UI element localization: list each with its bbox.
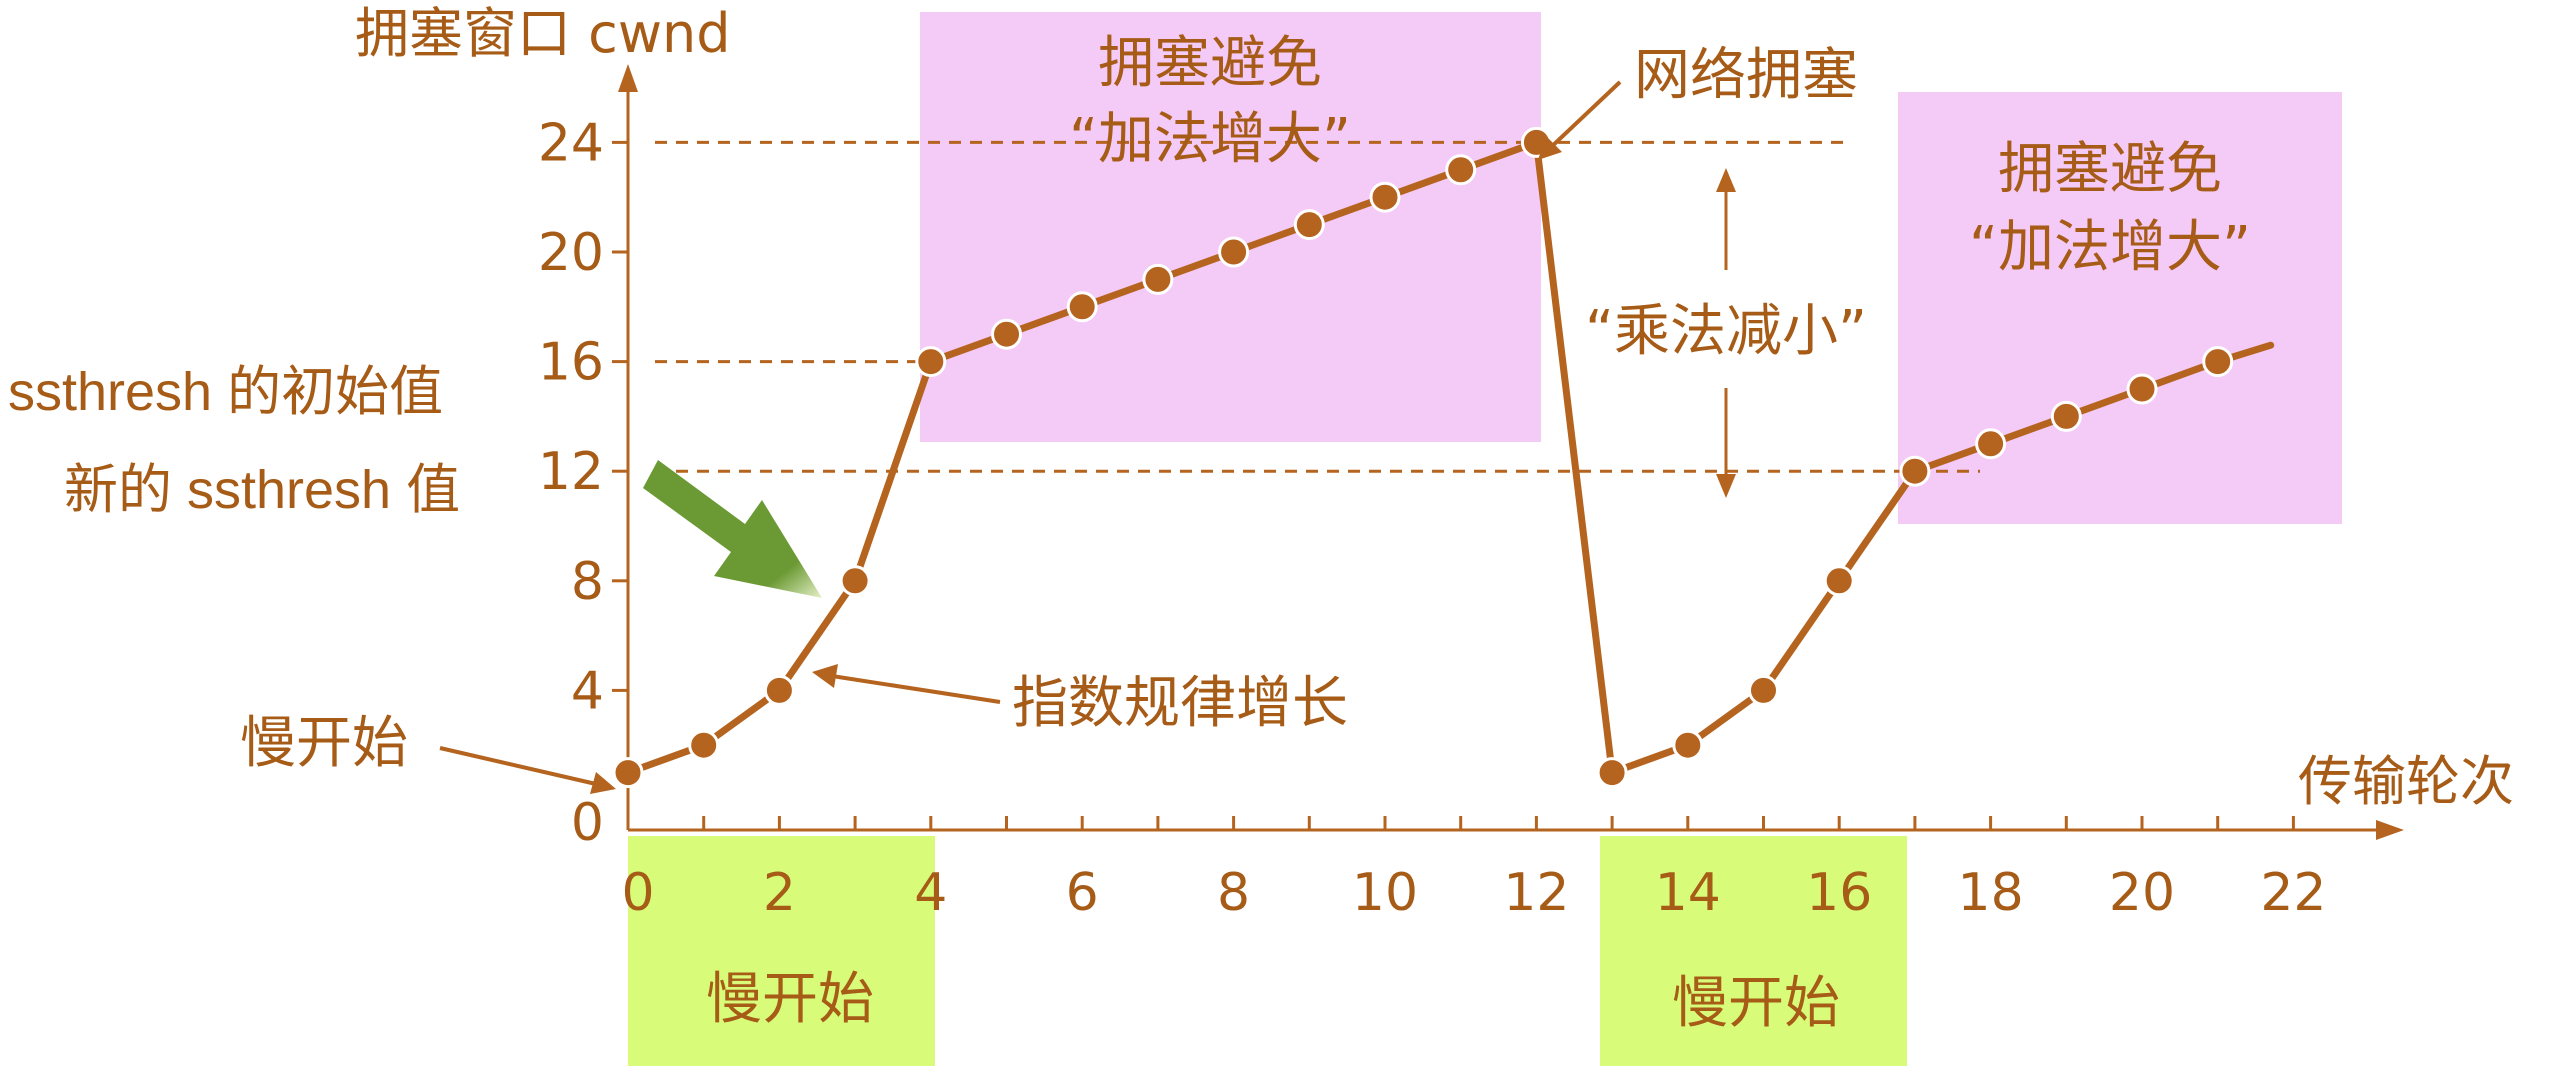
data-point [1823,565,1855,597]
data-point [991,318,1022,350]
regions [628,12,2342,1066]
data-point [1672,729,1704,761]
y-tick-label: 8 [571,552,604,612]
x-tick-label: 6 [1066,863,1099,923]
x-tick-label: 20 [2109,863,2175,923]
mult-decrease-arrow [1716,168,1736,498]
y-ticks: 0 4 8 12 16 20 24 [538,113,628,853]
slow-start-pointer-label: 慢开始 [240,711,408,776]
data-point [1369,181,1401,213]
data-point [688,729,720,761]
data-points [612,126,2234,789]
ca1-label-line2: “加法增大” [1069,107,1351,172]
data-point [2050,400,2082,432]
data-point [1445,154,1477,186]
data-point [1066,291,1098,323]
data-point [1975,428,2007,460]
y-tick-label: 20 [538,223,604,283]
x-tick-label: 0 [621,863,654,923]
x-tick-label: 18 [1958,863,2024,923]
ca2-label-line2: “加法增大” [1969,215,2251,280]
ca2-label-line1: 拥塞避免 [1998,137,2222,202]
x-tick-label: 16 [1806,863,1872,923]
ca1-label-line1: 拥塞避免 [1098,31,1322,96]
x-axis-arrowhead [2376,820,2404,840]
threshold-lines [655,140,1980,473]
data-point [2126,373,2158,405]
ssthresh-initial-label: ssthresh 的初始值 [8,362,443,422]
y-tick-label: 0 [571,793,604,853]
exponential-pointer [812,664,1001,704]
x-axis-title: 传输轮次 [2298,750,2514,813]
data-point [1748,674,1779,706]
data-point [1293,209,1325,241]
mult-decrease-label: “乘法减小” [1585,299,1867,364]
slow-start-box-label-1: 慢开始 [706,967,874,1032]
exponential-growth-label: 指数规律增长 [1012,671,1348,736]
x-tick-label: 8 [1217,863,1250,923]
data-point [1596,757,1628,789]
slow-start-box-label-2: 慢开始 [1672,971,1840,1036]
slow-start-region-2 [1600,836,1907,1066]
congestion-pointer [1538,80,1622,160]
x-ticks: 0 2 4 6 8 10 12 14 16 18 20 22 [621,816,2326,923]
data-point [1142,263,1174,295]
ssthresh-new-label: 新的 ssthresh 值 [64,460,460,520]
data-point [612,757,644,789]
y-axis-arrowhead [618,64,638,92]
x-tick-label: 12 [1503,863,1569,923]
slow-start-region-1 [628,836,935,1066]
x-tick-label: 4 [914,863,947,923]
y-tick-label: 4 [571,661,604,721]
x-tick-label: 10 [1352,863,1418,923]
data-point [1218,236,1250,268]
congestion-label: 网络拥塞 [1634,43,1858,108]
x-tick-label: 14 [1655,863,1721,923]
slow-start-pointer [439,746,616,794]
congestion-avoidance-region-1 [920,12,1541,442]
y-tick-label: 24 [538,113,604,173]
data-point [1899,455,1931,487]
data-point [763,674,795,706]
data-point [839,565,871,597]
x-tick-label: 22 [2260,863,2326,923]
y-tick-label: 16 [538,333,604,393]
data-point [915,346,947,378]
y-axis-title: 拥塞窗口 cwnd [355,2,731,65]
green-arrow [643,460,822,598]
axes [618,64,2404,840]
y-tick-label: 12 [538,442,604,502]
data-point [2202,346,2234,378]
x-tick-label: 2 [763,863,796,923]
